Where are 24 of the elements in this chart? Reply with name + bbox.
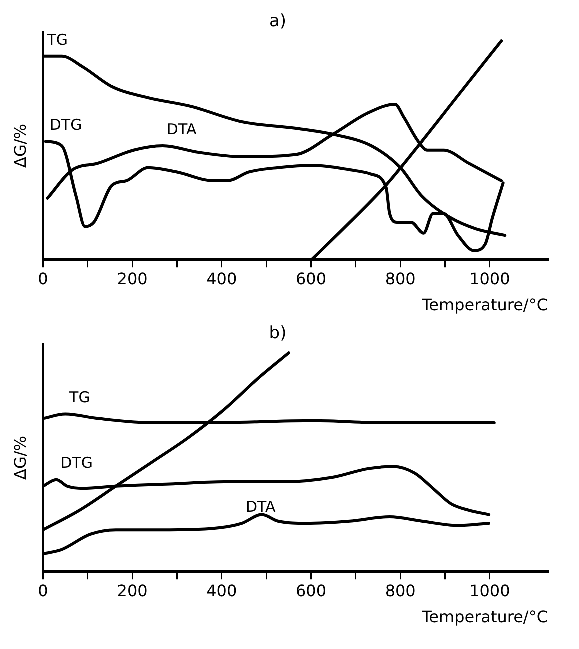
- y-axis-title: ΔG/%: [10, 436, 30, 480]
- x-tick-label: 800: [385, 581, 416, 600]
- x-axis-title: Temperature/°C: [421, 296, 548, 315]
- x-tick-label: 800: [385, 269, 416, 288]
- x-tick-label: 0: [38, 581, 48, 600]
- x-tick-label: 200: [117, 269, 148, 288]
- x-tick-label: 0: [38, 269, 48, 288]
- x-tick-label: 1000: [470, 581, 510, 600]
- x-axis-title: Temperature/°C: [421, 608, 548, 627]
- x-tick-label: 200: [117, 581, 148, 600]
- y-axis-title: ΔG/%: [10, 124, 30, 168]
- series-label: TG: [46, 30, 68, 49]
- series-label: DTG: [50, 116, 82, 134]
- series-label: DTG: [60, 454, 93, 472]
- x-tick-label: 400: [206, 581, 238, 600]
- chart-title: a): [269, 12, 287, 32]
- x-tick-label: 600: [296, 581, 327, 600]
- series-label: TG: [68, 388, 90, 407]
- chart-title: b): [269, 324, 287, 344]
- series-label: DTA: [166, 120, 198, 138]
- x-tick-label: 600: [296, 269, 327, 288]
- x-tick-label: 400: [206, 269, 238, 288]
- series-label: DTA: [246, 498, 277, 516]
- x-tick-label: 1000: [470, 269, 510, 288]
